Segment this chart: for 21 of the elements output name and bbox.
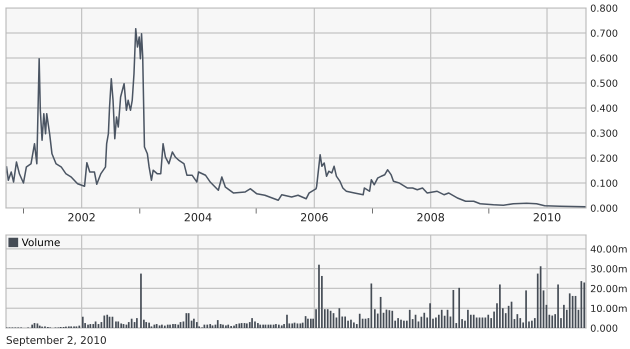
y-tick-label: 0.200	[590, 154, 618, 162]
y-tick-label: 0.000	[590, 324, 618, 332]
x-tick-label: 2002	[68, 213, 95, 222]
y-tick-label: 40.00m	[590, 245, 627, 253]
y-tick-label: 0.600	[590, 54, 618, 62]
legend-label: Volume	[22, 238, 60, 246]
text: September 2, 2010	[6, 336, 106, 346]
x-tick-label: 2008	[417, 213, 444, 222]
y-tick-label: 0.400	[590, 104, 618, 112]
x-tick-label: 2004	[184, 213, 212, 222]
y-tick-label: 0.800	[590, 4, 618, 12]
y-tick-label: 0.100	[590, 179, 618, 187]
y-tick-label: 0.500	[590, 79, 618, 87]
y-tick-label: 30.00m	[590, 265, 627, 272]
y-tick-label: 0.700	[590, 29, 618, 37]
y-tick-label: 0.300	[590, 129, 618, 137]
x-tick-label: 2006	[301, 213, 328, 222]
y-tick-label: 10.00m	[591, 304, 627, 312]
x-tick-label: 2010	[534, 213, 560, 222]
y-tick-label: 20.00m	[590, 284, 627, 292]
y-tick-label: 0.000	[590, 204, 618, 212]
